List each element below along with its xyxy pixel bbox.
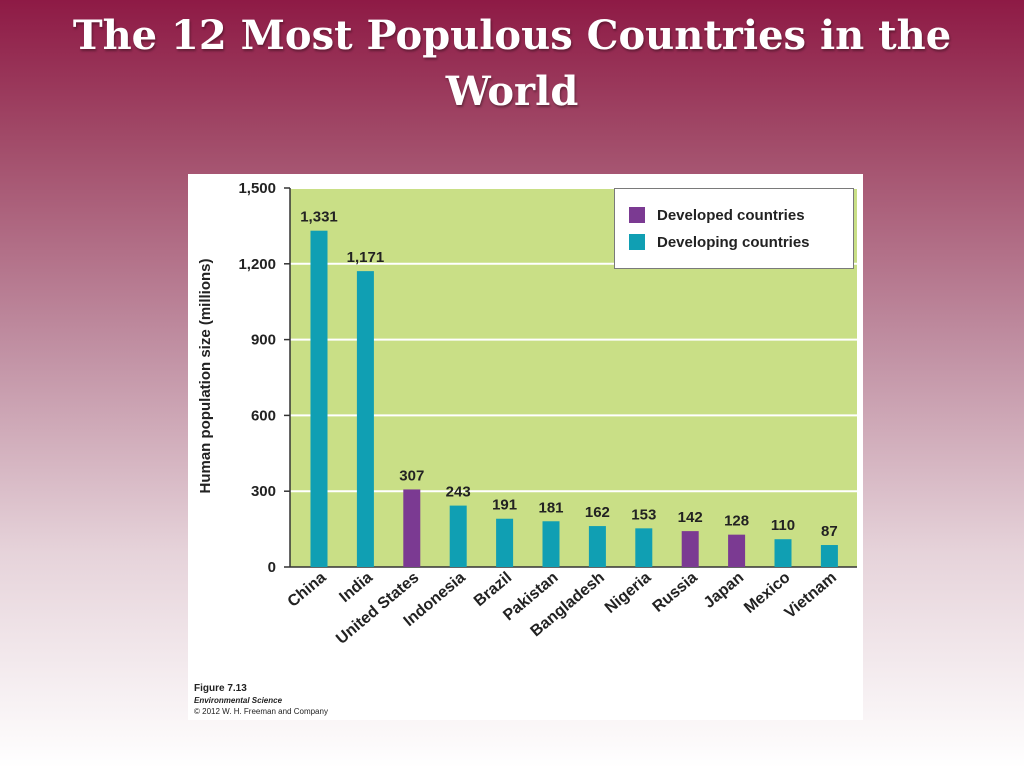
y-tick-label: 900 bbox=[251, 332, 276, 349]
figure-copyright: © 2012 W. H. Freeman and Company bbox=[194, 707, 328, 716]
bar-value-label: 142 bbox=[678, 509, 703, 526]
bar-value-label: 191 bbox=[492, 497, 517, 514]
bar-value-label: 87 bbox=[821, 523, 838, 540]
bar-pakistan bbox=[542, 521, 560, 567]
figure-number: Figure 7.13 bbox=[194, 683, 247, 694]
legend-swatch-developing bbox=[629, 234, 645, 250]
figure-caption: Figure 7.13 Environmental Science © 2012… bbox=[194, 683, 328, 717]
bar-value-label: 307 bbox=[399, 467, 424, 484]
x-tick-label: Nigeria bbox=[602, 569, 655, 617]
legend-item-developed: Developed countries bbox=[629, 205, 805, 225]
bar-nigeria bbox=[635, 528, 653, 567]
bar-brazil bbox=[496, 518, 514, 567]
bar-indonesia bbox=[449, 505, 467, 567]
x-tick-label: Vietnam bbox=[782, 569, 840, 622]
bar-value-label: 162 bbox=[585, 504, 610, 521]
y-tick-label: 1,500 bbox=[238, 180, 276, 197]
x-tick-label: India bbox=[336, 569, 376, 606]
bar-united-states bbox=[403, 489, 421, 567]
x-tick-label: China bbox=[285, 569, 330, 611]
bar-value-label: 153 bbox=[631, 506, 656, 523]
bar-china bbox=[310, 230, 328, 567]
y-tick-label: 1,200 bbox=[238, 256, 276, 273]
figure-source: Environmental Science bbox=[194, 696, 283, 705]
legend: Developed countries Developing countries bbox=[614, 188, 854, 269]
x-tick-label: Japan bbox=[701, 569, 747, 612]
bar-value-label: 1,331 bbox=[300, 209, 338, 226]
bar-value-label: 181 bbox=[538, 499, 563, 516]
bar-value-label: 110 bbox=[771, 517, 795, 534]
y-tick-label: 0 bbox=[268, 559, 276, 576]
bar-japan bbox=[728, 534, 746, 567]
bar-value-label: 1,171 bbox=[347, 249, 385, 266]
x-tick-label: United States bbox=[333, 569, 422, 648]
y-tick-label: 300 bbox=[251, 483, 276, 500]
slide-title: The 12 Most Populous Countries in the Wo… bbox=[72, 12, 952, 115]
y-tick-label: 600 bbox=[251, 407, 276, 424]
figure-panel: 0 300 600 900 1,200 1,500 1,331 China 1,171 India… bbox=[188, 174, 863, 720]
x-tick-label: Russia bbox=[650, 569, 701, 616]
bar-india bbox=[356, 271, 374, 567]
bar-vietnam bbox=[820, 545, 838, 567]
legend-label-developed: Developed countries bbox=[657, 206, 805, 224]
bar-mexico bbox=[774, 539, 792, 567]
legend-item-developing: Developing countries bbox=[629, 232, 810, 252]
bar-value-label: 243 bbox=[446, 484, 471, 501]
y-axis-label: Human population size (millions) bbox=[197, 258, 214, 493]
legend-label-developing: Developing countries bbox=[657, 233, 810, 251]
legend-swatch-developed bbox=[629, 207, 645, 223]
bar-russia bbox=[681, 531, 699, 567]
bar-value-label: 128 bbox=[724, 513, 749, 530]
bar-bangladesh bbox=[588, 526, 606, 567]
